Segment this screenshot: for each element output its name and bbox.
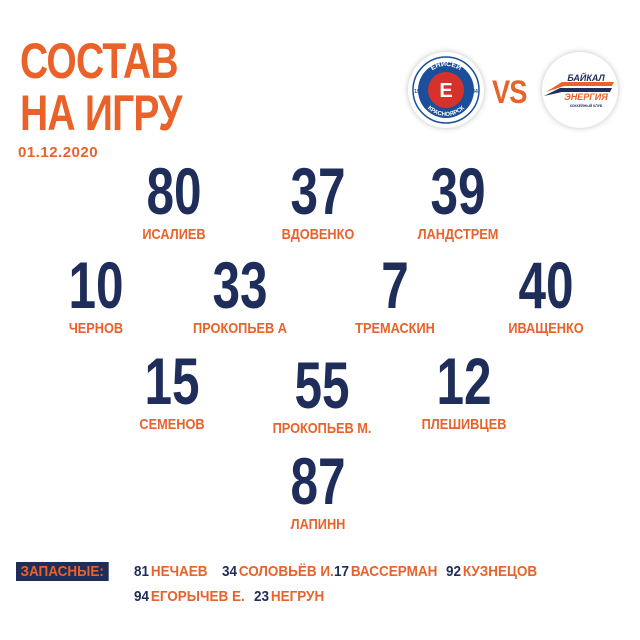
player-card: 37 ВДОВЕНКО	[258, 156, 378, 266]
player-number: 80	[146, 154, 202, 228]
versus-label: VS	[492, 74, 527, 110]
away-team-logo: БАЙКАЛ ЭНЕРГИЯ ХОККЕЙНЫЙ КЛУБ	[542, 52, 618, 128]
substitute-number: 17	[334, 563, 350, 580]
player-number: 33	[212, 248, 268, 322]
player-name: ТРЕМАСКИН	[355, 320, 435, 337]
substitute-item: 23 НЕГРУН	[254, 588, 324, 605]
player-card: 12 ПЛЕШИВЦЕВ	[404, 346, 524, 456]
player-name: ПРОКОПЬЕВ А	[193, 320, 287, 337]
substitutes-label: ЗАПАСНЫЕ:	[16, 562, 109, 581]
player-name: ИВАЩЕНКО	[508, 320, 584, 337]
substitute-number: 34	[222, 563, 238, 580]
player-name: ВДОВЕНКО	[281, 226, 355, 243]
player-number: 40	[518, 248, 574, 322]
player-number: 12	[436, 344, 492, 418]
player-number: 55	[294, 348, 350, 422]
substitute-name: НЕГРУН	[270, 588, 325, 605]
away-logo-line1: БАЙКАЛ	[567, 72, 605, 83]
away-logo-line2: ЭНЕРГИЯ	[564, 92, 608, 102]
substitute-number: 81	[134, 563, 150, 580]
player-number: 39	[430, 154, 486, 228]
player-card: 80 ИСАЛИЕВ	[114, 156, 234, 266]
away-logo-line3: ХОККЕЙНЫЙ КЛУБ	[570, 104, 603, 108]
player-number: 37	[290, 154, 346, 228]
player-card: 55 ПРОКОПЬЕВ М.	[262, 350, 382, 460]
player-number: 10	[68, 248, 124, 322]
home-logo-year-left: 19	[414, 89, 420, 95]
substitute-item: 81 НЕЧАЕВ	[134, 563, 208, 580]
player-name: ПРОКОПЬЕВ М.	[272, 420, 372, 437]
substitute-item: 34 СОЛОВЬЁВ И.	[222, 563, 334, 580]
substitute-name: СОЛОВЬЁВ И.	[238, 563, 334, 580]
player-number: 7	[381, 248, 409, 322]
substitute-item: 94 ЕГОРЫЧЕВ Е.	[134, 588, 245, 605]
baikal-energiya-emblem-icon: БАЙКАЛ ЭНЕРГИЯ ХОККЕЙНЫЙ КЛУБ	[543, 53, 617, 127]
substitute-name: ВАССЕРМАН	[350, 563, 438, 580]
player-name: ЛАПИНН	[290, 516, 346, 533]
home-logo-letter: Е	[439, 80, 452, 102]
player-card: 40 ИВАЩЕНКО	[486, 250, 606, 360]
player-name: ЧЕРНОВ	[68, 320, 124, 337]
substitute-number: 23	[254, 588, 270, 605]
player-card: 33 ПРОКОПЬЕВ А	[180, 250, 300, 360]
substitute-number: 92	[446, 563, 462, 580]
substitute-name: НЕЧАЕВ	[150, 563, 208, 580]
player-name: ПЛЕШИВЦЕВ	[421, 416, 507, 433]
title-line-2: НА ИГРУ	[20, 85, 182, 141]
home-team-logo: ЕНИСЕЙ КРАСНОЯРСК Е 19 34	[408, 52, 484, 128]
substitute-item: 17 ВАССЕРМАН	[334, 563, 437, 580]
player-card: 10 ЧЕРНОВ	[36, 250, 156, 360]
player-card: 7 ТРЕМАСКИН	[335, 250, 455, 360]
substitute-item: 92 КУЗНЕЦОВ	[446, 563, 537, 580]
player-name: ЛАНДСТРЕМ	[417, 226, 499, 243]
enisey-emblem-icon: ЕНИСЕЙ КРАСНОЯРСК Е 19 34	[412, 56, 480, 124]
player-card: 87 ЛАПИНН	[258, 446, 378, 556]
player-card: 15 СЕМЕНОВ	[112, 346, 232, 456]
title-line-1: СОСТАВ	[20, 33, 179, 89]
match-date: 01.12.2020	[18, 144, 99, 161]
svg-text:ЕНИСЕЙ: ЕНИСЕЙ	[430, 61, 464, 72]
substitute-name: ЕГОРЫЧЕВ Е.	[150, 588, 245, 605]
player-name: ИСАЛИЕВ	[142, 226, 206, 243]
player-card: 39 ЛАНДСТРЕМ	[398, 156, 518, 266]
player-number: 87	[290, 444, 346, 518]
substitute-name: КУЗНЕЦОВ	[462, 563, 538, 580]
substitute-number: 94	[134, 588, 150, 605]
player-name: СЕМЕНОВ	[139, 416, 205, 433]
home-logo-year-right: 34	[472, 89, 478, 95]
home-logo-text-top: ЕНИСЕЙ	[430, 61, 464, 72]
player-number: 15	[144, 344, 200, 418]
